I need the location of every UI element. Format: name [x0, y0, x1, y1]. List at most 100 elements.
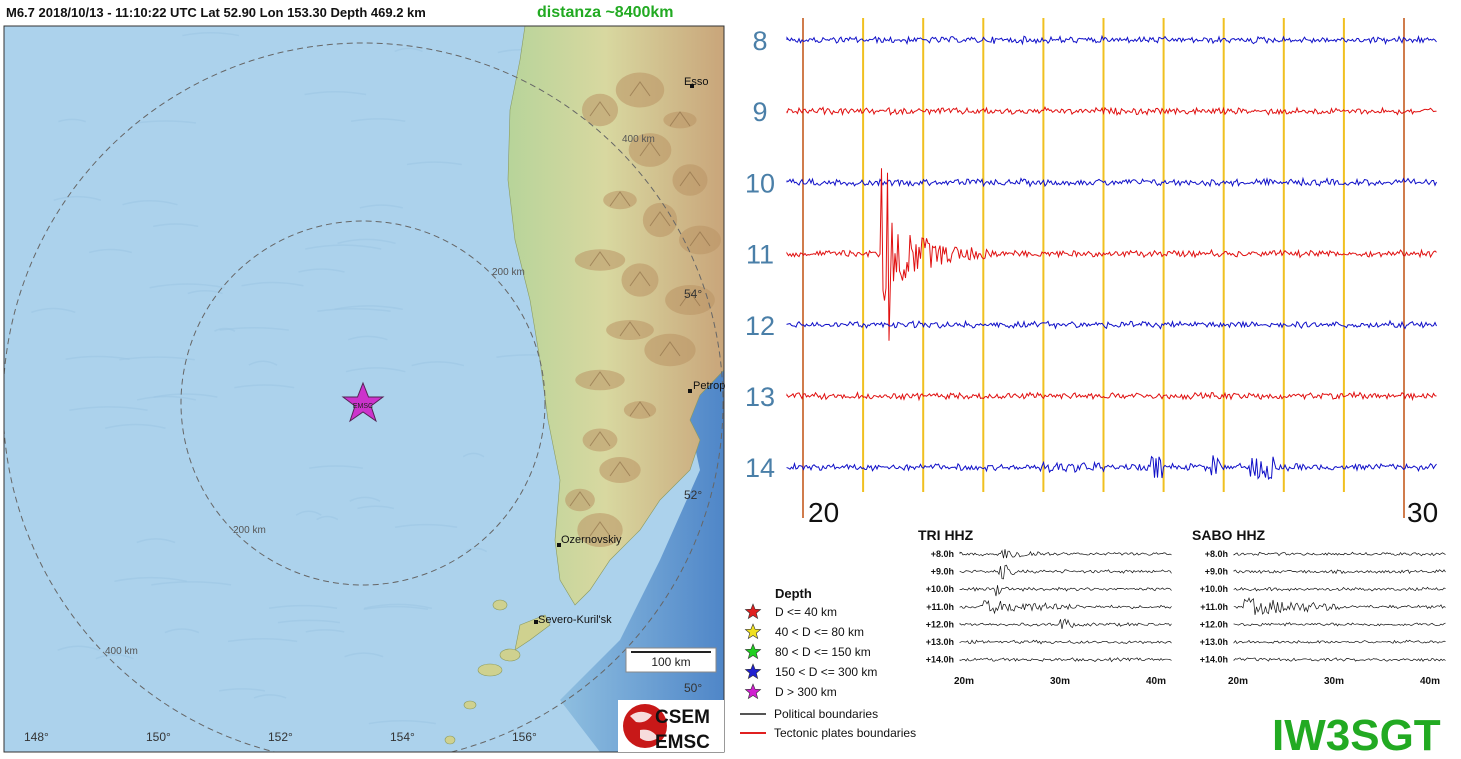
ring-label: 400 km [105, 646, 138, 657]
seismogram-trace [786, 34, 1437, 46]
epicenter-star-icon[interactable]: EMSC [341, 381, 385, 423]
seismogram-trace [786, 390, 1437, 402]
helicorder-trace [1233, 551, 1446, 557]
seismogram-trace [786, 319, 1437, 330]
lat-label: 52° [684, 488, 702, 502]
legend-line-label: Tectonic plates boundaries [774, 726, 916, 740]
logo-bottom: EMSC [655, 732, 710, 753]
helicorder-trace [1233, 597, 1446, 615]
helicorder-row-label: +9.0h [931, 567, 954, 577]
helicorder-tick-label: 30m [1050, 676, 1070, 687]
helicorder-row-label: +11.0h [1200, 602, 1228, 612]
helicorder-row-label: +10.0h [1200, 584, 1228, 594]
ring-label: 200 km [233, 525, 266, 536]
legend-item-label: 80 < D <= 150 km [775, 645, 871, 659]
helicorder-row-label: +8.0h [1205, 549, 1228, 559]
helicorder-trace [1233, 622, 1446, 627]
helicorder-tick-label: 40m [1420, 676, 1440, 687]
helicorder-trace [959, 564, 1172, 580]
legend-star-icon [744, 663, 762, 680]
helicorder-row-label: +10.0h [926, 584, 954, 594]
scale-bar-label: 100 km [651, 655, 690, 669]
legend-item-label: 40 < D <= 80 km [775, 625, 864, 639]
helicorder-row-label: +11.0h [926, 602, 954, 612]
helicorder-row-label: +14.0h [1200, 655, 1228, 665]
map-panel [4, 26, 724, 752]
seismogram-panel: 8 9 10 11 12 13 14 20 30 [745, 18, 1438, 528]
lat-label: 54° [684, 287, 702, 301]
helicorder-trace [959, 585, 1172, 597]
helicorder-row-label: +12.0h [1200, 619, 1228, 629]
lon-label: 152° [268, 730, 293, 744]
logo-top: CSEM [655, 707, 710, 728]
kuril-islands [444, 599, 551, 745]
helicorder-trace [1233, 639, 1446, 645]
legend-star-icon [744, 603, 762, 620]
helicorder-row-label: +13.0h [1200, 637, 1228, 647]
legend-line-label: Political boundaries [774, 707, 878, 721]
helicorder-row-label: +13.0h [926, 637, 954, 647]
city-label: Ozernovskiy [561, 534, 622, 546]
helicorder-title: TRI HHZ [918, 527, 974, 543]
helicorder-trace [959, 639, 1172, 645]
ring-200km [180, 220, 546, 586]
helicorder-trace [959, 549, 1172, 559]
helicorder-row-label: +8.0h [931, 549, 954, 559]
epicenter-label: EMSC [353, 403, 373, 410]
kamchatka-land [507, 26, 724, 606]
city-severo-kurilsk: Severo-Kuril'sk [534, 614, 612, 626]
map-frame [3, 25, 725, 753]
helicorder-trace [1233, 586, 1446, 592]
helicorder-tick-label: 40m [1146, 676, 1166, 687]
axis-start-label: 20 [808, 497, 839, 528]
helicorder-row-label: +14.0h [926, 655, 954, 665]
city-petropavlovsk: Petrop [688, 380, 725, 393]
helicorder-row-label: +9.0h [1205, 567, 1228, 577]
ring-label: 200 km [492, 267, 525, 278]
callsign: IW3SGT [1272, 711, 1441, 759]
ring-label: 400 km [622, 134, 655, 145]
helicorder-trace [959, 600, 1172, 615]
legend-item-label: D <= 40 km [775, 605, 837, 619]
row-label: 11 [746, 240, 774, 270]
city-label: Severo-Kuril'sk [538, 614, 612, 626]
seismogram-traces [786, 34, 1437, 480]
helicorder-trace [959, 657, 1172, 663]
seismogram-trace [786, 176, 1437, 188]
legend-item-label: 150 < D <= 300 km [775, 665, 877, 679]
helicorder-tick-label: 20m [1228, 676, 1248, 687]
lon-label: 156° [512, 730, 537, 744]
legend-star-icon [744, 643, 762, 660]
helicorder-tick-label: 30m [1324, 676, 1344, 687]
row-label: 12 [745, 311, 775, 341]
row-label: 14 [745, 453, 775, 483]
lon-label: 148° [24, 730, 49, 744]
seismogram-trace [786, 106, 1437, 117]
row-label: 8 [752, 26, 767, 56]
city-label: Petrop [693, 380, 725, 392]
helicorder-tri: TRI HHZ +8.0h +9.0h +10.0h +11.0h +12.0h +13.0… [918, 527, 1172, 687]
depth-legend: Depth D <= 40 km 40 < D <= 80 km 80 < D <=… [740, 586, 916, 740]
csem-emsc-logo: CSEM EMSC [618, 700, 724, 753]
seismogram-trace [786, 455, 1437, 480]
helicorder-row-label: +12.0h [926, 619, 954, 629]
legend-title: Depth [775, 586, 812, 601]
city-esso: Esso [684, 76, 708, 88]
axis-end-label: 30 [1407, 497, 1438, 528]
city-ozernovskiy: Ozernovskiy [557, 534, 622, 547]
ring-400km [4, 42, 724, 752]
legend-star-icon [744, 683, 762, 700]
row-labels: 8 9 10 11 12 13 14 [745, 26, 775, 483]
seismogram-trace [786, 168, 1437, 341]
helicorder-trace [1233, 569, 1446, 575]
helicorder-sabo: SABO HHZ +8.0h +9.0h +10.0h +11.0h +12.0h +13.… [1192, 527, 1446, 687]
scale-bar: 100 km [625, 647, 717, 673]
lon-label: 154° [390, 730, 415, 744]
lon-label: 150° [146, 730, 171, 744]
row-label: 13 [745, 382, 775, 412]
helicorder-trace [1233, 657, 1446, 662]
row-label: 9 [752, 97, 767, 127]
distance-label: distanza ~8400km [537, 4, 674, 21]
mountain-relief [565, 72, 721, 548]
